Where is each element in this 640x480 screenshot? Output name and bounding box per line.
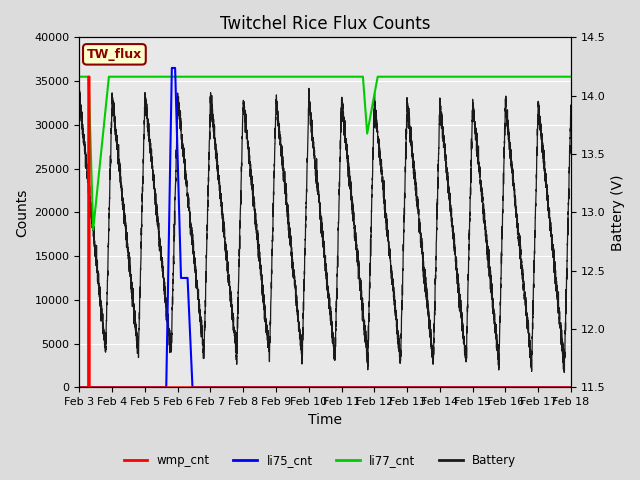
Title: Twitchel Rice Flux Counts: Twitchel Rice Flux Counts bbox=[220, 15, 431, 33]
Text: TW_flux: TW_flux bbox=[87, 48, 142, 61]
Y-axis label: Battery (V): Battery (V) bbox=[611, 174, 625, 251]
Legend: wmp_cnt, li75_cnt, li77_cnt, Battery: wmp_cnt, li75_cnt, li77_cnt, Battery bbox=[119, 449, 521, 472]
Y-axis label: Counts: Counts bbox=[15, 188, 29, 237]
X-axis label: Time: Time bbox=[308, 413, 342, 427]
